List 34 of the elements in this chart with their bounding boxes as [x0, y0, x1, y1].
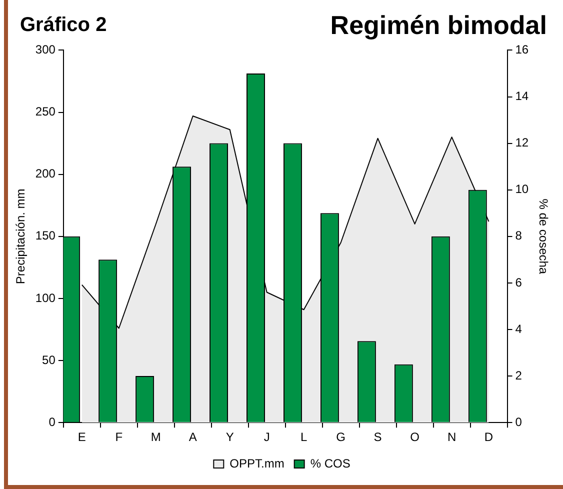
- y-tick-label: 300: [35, 42, 56, 57]
- x-tick-label: N: [447, 430, 456, 444]
- legend-label: OPPT.mm: [230, 456, 284, 470]
- y2-tick-label: 12: [515, 136, 529, 150]
- y2-tick-label: 8: [515, 228, 522, 243]
- y-tick-label: 250: [35, 104, 56, 119]
- y-tick-label: 100: [35, 290, 56, 305]
- x-tick-label: M: [150, 430, 161, 444]
- x-tick-label: A: [188, 430, 197, 444]
- x-tick-label: Y: [226, 430, 234, 444]
- x-tick-label: J: [264, 430, 270, 444]
- x-tick-label: G: [336, 430, 346, 444]
- x-tick-label: E: [78, 430, 86, 444]
- y2-tick-label: 0: [515, 414, 522, 429]
- x-tick-label: F: [115, 430, 123, 444]
- y-tick-label: 50: [42, 352, 56, 367]
- y2-tick-label: 10: [515, 182, 529, 196]
- y2-tick-label: 6: [515, 275, 522, 290]
- x-tick-label: O: [410, 430, 420, 444]
- y-tick-label: 200: [35, 166, 56, 181]
- y2-tick-label: 14: [515, 89, 529, 104]
- y2-tick-label: 4: [515, 322, 522, 336]
- y2-tick-label: 2: [515, 368, 522, 382]
- y-tick-label: 0: [48, 414, 56, 429]
- y-tick-label: 150: [35, 228, 56, 243]
- x-tick-label: D: [484, 430, 494, 444]
- y2-axis-title: % de cosecha: [536, 198, 550, 274]
- x-tick-label: S: [374, 430, 382, 444]
- y2-tick-label: 16: [515, 42, 529, 57]
- y-axis-title: Precipitación. mm: [14, 188, 28, 284]
- legend-label: % COS: [310, 456, 350, 470]
- chart-title: Gráfico 2: [20, 14, 107, 37]
- chart-subtitle: Regimén bimodal: [330, 10, 547, 41]
- x-tick-label: L: [300, 430, 308, 444]
